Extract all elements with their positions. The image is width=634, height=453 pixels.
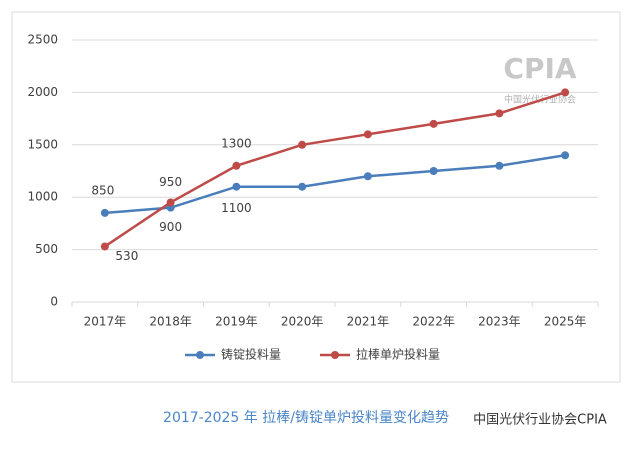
x-tick-label: 2023年	[478, 315, 521, 329]
data-label: 1100	[221, 201, 252, 215]
x-tick-label: 2019年	[215, 315, 258, 329]
legend-label: 铸锭投料量	[221, 347, 281, 362]
data-label: 900	[159, 220, 182, 234]
point	[561, 88, 570, 97]
series-line	[104, 91, 566, 248]
point	[298, 140, 307, 149]
point	[100, 208, 109, 217]
data-label: 530	[115, 249, 138, 263]
point	[298, 182, 307, 191]
y-tick-label: 1500	[27, 137, 58, 151]
point	[232, 161, 241, 170]
point	[429, 167, 438, 175]
legend-label: 拉棒单炉投料量	[356, 347, 440, 362]
x-tick-label: 2022年	[412, 315, 455, 329]
point	[100, 242, 109, 251]
x-tick-label: 2017年	[84, 315, 127, 329]
legend-marker	[331, 351, 339, 359]
data-label: 1300	[221, 136, 252, 150]
point	[232, 182, 241, 191]
watermark: 中国光伏行业协会CPIA	[473, 413, 607, 428]
y-tick-label: 2000	[27, 85, 58, 99]
point	[363, 130, 372, 139]
series-line	[104, 154, 566, 215]
logo: CPIA	[503, 52, 576, 85]
y-tick-label: 2500	[27, 33, 58, 47]
y-tick-label: 0	[50, 295, 58, 309]
x-tick-label: 2020年	[281, 315, 324, 329]
point	[363, 172, 372, 181]
data-label: 850	[91, 183, 114, 197]
point	[495, 109, 504, 118]
point	[166, 198, 175, 207]
y-tick-label: 1000	[27, 190, 58, 204]
x-tick-label: 2025年	[544, 315, 587, 329]
data-label: 950	[159, 175, 182, 189]
x-tick-label: 2021年	[347, 315, 390, 329]
caption: 2017-2025 年 拉棒/铸锭单炉投料量变化趋势	[163, 410, 449, 426]
legend-marker	[196, 351, 204, 359]
chart-border	[11, 11, 621, 383]
point	[561, 151, 570, 160]
y-tick-label: 500	[35, 242, 58, 256]
point	[429, 119, 438, 128]
point	[495, 161, 504, 170]
x-tick-label: 2018年	[149, 315, 192, 329]
